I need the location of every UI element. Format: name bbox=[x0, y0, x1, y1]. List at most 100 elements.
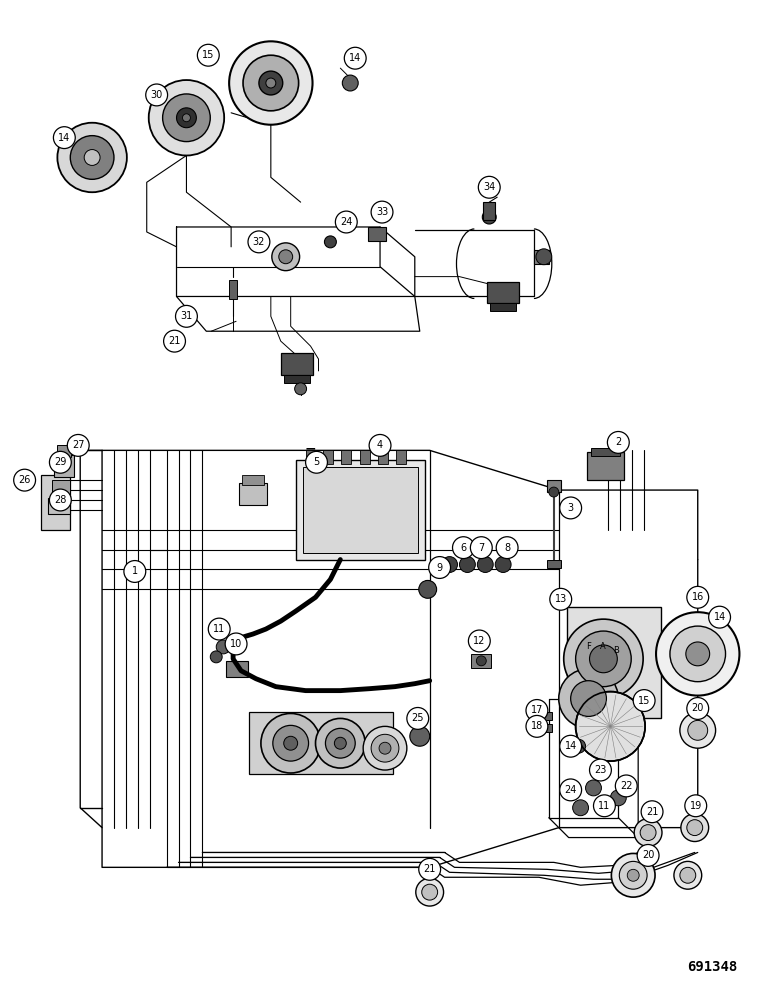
Circle shape bbox=[571, 681, 606, 716]
Bar bbox=[542, 712, 552, 720]
Text: 10: 10 bbox=[230, 639, 242, 649]
Circle shape bbox=[208, 618, 230, 640]
Circle shape bbox=[53, 127, 75, 149]
Circle shape bbox=[476, 656, 486, 666]
Circle shape bbox=[49, 451, 71, 473]
Circle shape bbox=[243, 55, 299, 111]
Bar bbox=[242, 475, 264, 485]
Text: 21: 21 bbox=[646, 807, 659, 817]
Circle shape bbox=[369, 434, 391, 456]
Text: 20: 20 bbox=[692, 703, 704, 713]
Bar bbox=[587, 452, 625, 480]
Text: 24: 24 bbox=[564, 785, 577, 795]
Text: −: − bbox=[305, 441, 317, 455]
Circle shape bbox=[177, 108, 196, 128]
Circle shape bbox=[680, 867, 696, 883]
Circle shape bbox=[363, 726, 407, 770]
Circle shape bbox=[496, 537, 518, 559]
Circle shape bbox=[619, 861, 647, 889]
Circle shape bbox=[459, 557, 476, 572]
Circle shape bbox=[442, 557, 458, 572]
Circle shape bbox=[550, 588, 571, 610]
Circle shape bbox=[84, 150, 100, 165]
Bar bbox=[281, 353, 313, 375]
Circle shape bbox=[164, 330, 185, 352]
Circle shape bbox=[335, 211, 357, 233]
Circle shape bbox=[124, 561, 146, 582]
Circle shape bbox=[259, 71, 283, 95]
Text: 16: 16 bbox=[692, 592, 704, 602]
Circle shape bbox=[573, 800, 588, 816]
Circle shape bbox=[681, 814, 709, 842]
Circle shape bbox=[410, 726, 430, 746]
Bar bbox=[306, 450, 316, 464]
Circle shape bbox=[687, 698, 709, 719]
Text: 28: 28 bbox=[54, 495, 66, 505]
Text: 15: 15 bbox=[638, 696, 650, 706]
Circle shape bbox=[248, 231, 270, 253]
Bar bbox=[40, 475, 70, 530]
Text: 14: 14 bbox=[349, 53, 361, 63]
Bar bbox=[487, 282, 519, 303]
Bar bbox=[249, 712, 393, 774]
Circle shape bbox=[585, 780, 601, 796]
Text: 31: 31 bbox=[181, 311, 192, 321]
Circle shape bbox=[590, 645, 618, 673]
Circle shape bbox=[469, 630, 490, 652]
Circle shape bbox=[560, 497, 581, 519]
Circle shape bbox=[273, 725, 309, 761]
Circle shape bbox=[407, 707, 428, 729]
Circle shape bbox=[261, 713, 320, 773]
Circle shape bbox=[637, 845, 659, 866]
Bar bbox=[567, 607, 661, 718]
Text: 30: 30 bbox=[151, 90, 163, 100]
Circle shape bbox=[611, 853, 655, 897]
Circle shape bbox=[149, 80, 224, 155]
Circle shape bbox=[559, 669, 618, 728]
Circle shape bbox=[526, 700, 548, 721]
Text: 20: 20 bbox=[642, 850, 655, 860]
Text: A: A bbox=[600, 642, 605, 651]
Text: 7: 7 bbox=[478, 543, 485, 553]
Text: 2: 2 bbox=[615, 437, 621, 447]
Circle shape bbox=[452, 537, 474, 559]
Text: 14: 14 bbox=[564, 741, 577, 751]
Circle shape bbox=[642, 801, 663, 823]
Bar bbox=[534, 250, 549, 264]
Circle shape bbox=[709, 606, 730, 628]
Text: 12: 12 bbox=[473, 636, 486, 646]
Circle shape bbox=[687, 820, 703, 836]
Circle shape bbox=[316, 718, 365, 768]
Text: 17: 17 bbox=[530, 705, 543, 715]
Circle shape bbox=[685, 795, 706, 817]
Circle shape bbox=[633, 690, 655, 711]
Circle shape bbox=[428, 557, 451, 578]
Circle shape bbox=[680, 712, 716, 748]
Text: 18: 18 bbox=[531, 721, 543, 731]
Text: 9: 9 bbox=[436, 563, 442, 573]
Circle shape bbox=[210, 651, 222, 663]
Circle shape bbox=[560, 779, 581, 801]
Circle shape bbox=[229, 41, 313, 125]
Circle shape bbox=[656, 612, 740, 696]
Bar bbox=[542, 724, 552, 732]
Bar bbox=[368, 227, 386, 241]
Circle shape bbox=[306, 451, 327, 473]
Bar bbox=[341, 450, 351, 464]
Text: F: F bbox=[586, 642, 591, 651]
Bar bbox=[547, 560, 560, 568]
Circle shape bbox=[687, 586, 709, 608]
Text: 27: 27 bbox=[72, 440, 84, 450]
Circle shape bbox=[266, 78, 276, 88]
Circle shape bbox=[272, 243, 300, 271]
Circle shape bbox=[549, 487, 559, 497]
Text: 14: 14 bbox=[713, 612, 726, 622]
Circle shape bbox=[560, 735, 581, 757]
Bar bbox=[361, 450, 370, 464]
Text: 24: 24 bbox=[340, 217, 353, 227]
Circle shape bbox=[608, 431, 629, 453]
Text: 691348: 691348 bbox=[687, 960, 737, 974]
Circle shape bbox=[564, 619, 643, 699]
Circle shape bbox=[334, 737, 347, 749]
Circle shape bbox=[49, 489, 71, 511]
